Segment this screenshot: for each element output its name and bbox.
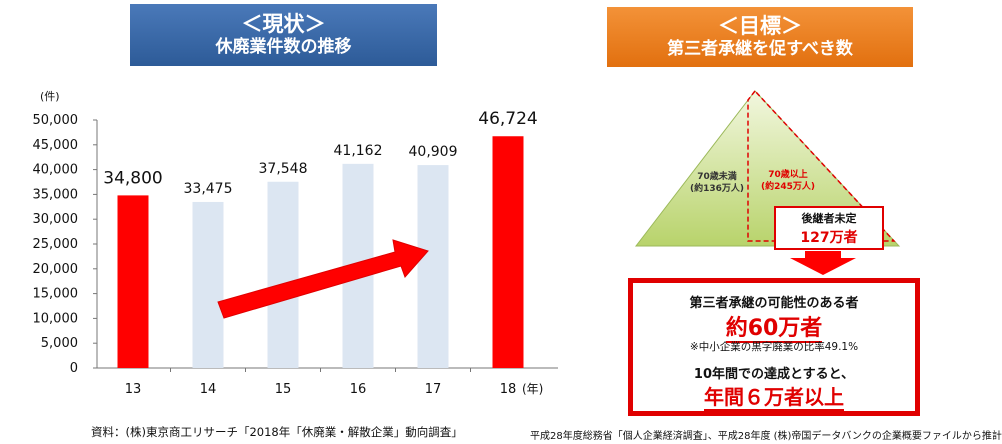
y-tick-label: 10,000 xyxy=(33,311,79,326)
x-tick-label: 18 xyxy=(500,382,517,397)
no-successor-box: 後継者未定 127万者 xyxy=(774,206,884,250)
goal-line1: 第三者承継の可能性のある者 xyxy=(689,296,859,311)
value-label-18: 46,724 xyxy=(478,109,537,129)
y-tick-label: 0 xyxy=(70,361,78,376)
chart-source: 資料：(株)東京商工リサーチ「2018年「休廃業・解散企業」動向調査」 xyxy=(91,425,463,439)
target-subheading: 第三者承継を促すべき数 xyxy=(667,39,853,60)
x-tick-label: 16 xyxy=(350,382,367,397)
y-axis-unit: (件) xyxy=(40,90,60,103)
current-status-banner: ＜現状＞ 休廃業件数の推移 xyxy=(130,4,437,66)
value-label-15: 37,548 xyxy=(259,161,308,177)
goal-line4: 年間６万者以上 xyxy=(633,381,915,411)
bar-15 xyxy=(267,181,299,368)
x-tick-label: 13 xyxy=(125,382,142,397)
estimate-source: 平成28年度総務省「個人企業経済調査」、平成28年度 (株)帝国データバンクの企… xyxy=(530,431,1002,442)
value-label-14: 33,475 xyxy=(184,181,233,197)
goal-line3: 10年間での達成とすると、 xyxy=(693,367,855,382)
chart-title: 休廃業件数の推移 xyxy=(215,37,352,58)
bar-13 xyxy=(117,195,149,368)
over70-dashed-region xyxy=(747,89,896,242)
target-banner: ＜目標＞ 第三者承継を促すべき数 xyxy=(607,7,913,67)
value-label-17: 40,909 xyxy=(409,144,458,160)
down-arrow-head xyxy=(790,258,856,275)
y-tick-label: 45,000 xyxy=(33,138,79,153)
y-tick-label: 25,000 xyxy=(33,237,79,252)
goal-line2-text: 約60万者 xyxy=(725,316,823,343)
over70-label-line1: 70歳以上 xyxy=(768,170,808,180)
over70-label: 70歳以上 (約245万人) xyxy=(748,170,828,193)
under70-label-line2: (約136万人) xyxy=(689,183,744,194)
goal-note: ※中小企業の黒字廃業の比率49.1% xyxy=(689,341,859,353)
goal-line2: 約60万者 xyxy=(633,310,915,343)
no-successor-value: 127万者 xyxy=(800,229,858,246)
down-arrow-shaft xyxy=(805,251,841,258)
bar-14 xyxy=(192,201,224,368)
x-tick-label: 14 xyxy=(200,382,217,397)
no-successor-label: 後継者未定 xyxy=(801,211,857,225)
goal-line4-text: 年間６万者以上 xyxy=(704,385,844,411)
goal-box: 第三者承継の可能性のある者 約60万者 ※中小企業の黒字廃業の比率49.1% 1… xyxy=(628,278,920,416)
y-tick-label: 30,000 xyxy=(33,212,79,227)
current-status-heading: ＜現状＞ xyxy=(241,12,326,37)
y-tick-label: 40,000 xyxy=(33,163,79,178)
trend-arrow xyxy=(217,239,429,319)
y-tick-label: 5,000 xyxy=(41,336,78,351)
bar-17 xyxy=(417,165,449,368)
y-tick-label: 20,000 xyxy=(33,262,79,277)
x-axis-unit: (年) xyxy=(522,382,543,396)
under70-label-line1: 70歳未満 xyxy=(697,172,737,182)
y-tick-label: 50,000 xyxy=(33,113,79,128)
bar-18 xyxy=(492,136,524,368)
value-label-13: 34,800 xyxy=(103,168,162,188)
value-label-16: 41,162 xyxy=(334,143,383,159)
under70-label: 70歳未満 (約136万人) xyxy=(672,172,762,195)
target-heading: ＜目標＞ xyxy=(718,14,802,39)
over70-label-line2: (約245万人) xyxy=(760,181,815,192)
y-tick-label: 15,000 xyxy=(33,287,79,302)
x-tick-label: 15 xyxy=(275,382,292,397)
x-tick-label: 17 xyxy=(425,382,442,397)
y-tick-label: 35,000 xyxy=(33,187,79,202)
